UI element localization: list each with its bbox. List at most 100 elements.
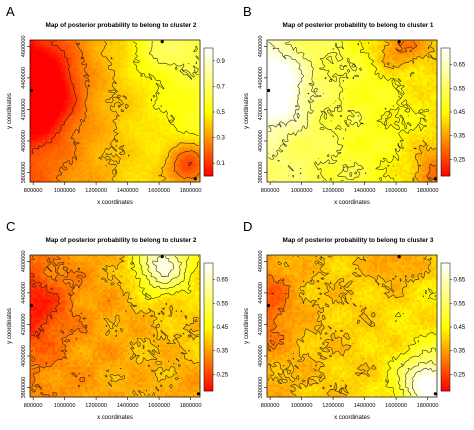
heatmap-cell (85, 159, 88, 163)
heatmap-cell (362, 52, 365, 56)
heatmap-cell (427, 52, 430, 56)
heatmap-cell (62, 82, 66, 86)
heatmap-cell (40, 82, 43, 86)
heatmap-cell (80, 59, 83, 63)
heatmap-cell (110, 124, 113, 128)
heatmap-cell (319, 64, 323, 68)
heatmap-cell (175, 87, 178, 91)
heatmap-cell (157, 109, 161, 113)
heatmap-cell (67, 164, 71, 168)
heatmap-cell (72, 67, 76, 71)
heatmap-cell (142, 47, 146, 51)
heatmap-cell (145, 144, 148, 148)
heatmap-cell (97, 87, 101, 91)
heatmap-cell (150, 177, 153, 180)
heatmap-cell (132, 132, 136, 136)
heatmap-cell (32, 62, 36, 66)
heatmap-cell (414, 49, 418, 53)
heatmap-cell (65, 124, 68, 128)
heatmap-cell (374, 67, 378, 71)
heatmap-cell (92, 169, 96, 173)
heatmap-cell (100, 102, 103, 106)
heatmap-cell (190, 57, 193, 61)
heatmap-cell (147, 174, 151, 178)
heatmap-cell (70, 84, 73, 88)
heatmap-cell (65, 122, 68, 126)
heatmap-cell (110, 84, 113, 88)
heatmap-cell (152, 174, 156, 178)
heatmap-cell (140, 40, 143, 43)
heatmap-cell (167, 84, 171, 88)
heatmap-cell (62, 144, 66, 148)
heatmap-cell (97, 104, 101, 108)
heatmap-cell (50, 104, 53, 108)
heatmap-cell (75, 74, 78, 78)
heatmap-cell (165, 169, 168, 173)
heatmap-cell (132, 84, 136, 88)
heatmap-cell (160, 62, 163, 66)
heatmap-cell (344, 40, 348, 43)
heatmap-cell (42, 129, 46, 133)
heatmap-cell (190, 82, 193, 86)
heatmap-cell (117, 152, 121, 155)
heatmap-cell (364, 59, 368, 63)
heatmap-cell (329, 67, 333, 71)
heatmap-cell (167, 92, 171, 96)
heatmap-cell (349, 49, 353, 53)
heatmap-cell (152, 142, 156, 145)
heatmap-cell (162, 159, 166, 163)
heatmap-cell (50, 114, 53, 118)
heatmap-cell (72, 132, 76, 136)
heatmap-cell (107, 152, 111, 155)
heatmap-cell (100, 142, 103, 145)
heatmap-cell (434, 40, 438, 43)
heatmap-cell (47, 132, 51, 136)
heatmap-cell (35, 139, 38, 143)
heatmap-cell (157, 112, 161, 116)
heatmap-cell (185, 94, 188, 98)
heatmap-cell (307, 74, 310, 78)
heatmap-cell (424, 44, 428, 48)
heatmap-cell (142, 149, 146, 153)
heatmap-cell (32, 159, 36, 163)
heatmap-cell (155, 40, 158, 43)
heatmap-cell (122, 62, 126, 66)
heatmap-cell (105, 77, 108, 81)
heatmap-cell (162, 40, 166, 43)
heatmap-cell (65, 99, 68, 103)
heatmap-cell (45, 72, 48, 76)
heatmap-cell (307, 64, 310, 68)
heatmap-cell (317, 40, 320, 43)
heatmap-cell (92, 59, 96, 63)
heatmap-cell (334, 49, 338, 53)
heatmap-cell (417, 67, 420, 71)
heatmap-cell (277, 40, 280, 43)
heatmap-cell (379, 72, 383, 76)
heatmap-cell (195, 87, 198, 91)
heatmap-cell (67, 52, 71, 56)
heatmap-cell (92, 157, 96, 160)
heatmap-cell (132, 54, 136, 58)
heatmap-cell (175, 159, 178, 163)
heatmap-cell (187, 47, 191, 51)
heatmap-cell (60, 54, 63, 58)
heatmap-cell (344, 57, 348, 61)
heatmap-cell (145, 117, 148, 121)
heatmap-cell (367, 67, 370, 71)
heatmap-cell (397, 54, 400, 58)
heatmap-cell (117, 64, 121, 68)
heatmap-cell (282, 74, 285, 78)
heatmap-cell (47, 157, 51, 160)
heatmap-cell (289, 52, 293, 56)
heatmap-cell (67, 149, 71, 153)
heatmap-cell (389, 44, 393, 48)
heatmap-cell (192, 147, 196, 150)
heatmap-cell (110, 74, 113, 78)
heatmap-cell (357, 59, 360, 63)
heatmap-cell (115, 40, 118, 43)
heatmap-cell (125, 117, 128, 121)
heatmap-cell (90, 49, 93, 53)
heatmap-cell (327, 52, 330, 56)
heatmap-cell (107, 64, 111, 68)
heatmap-cell (145, 40, 148, 43)
